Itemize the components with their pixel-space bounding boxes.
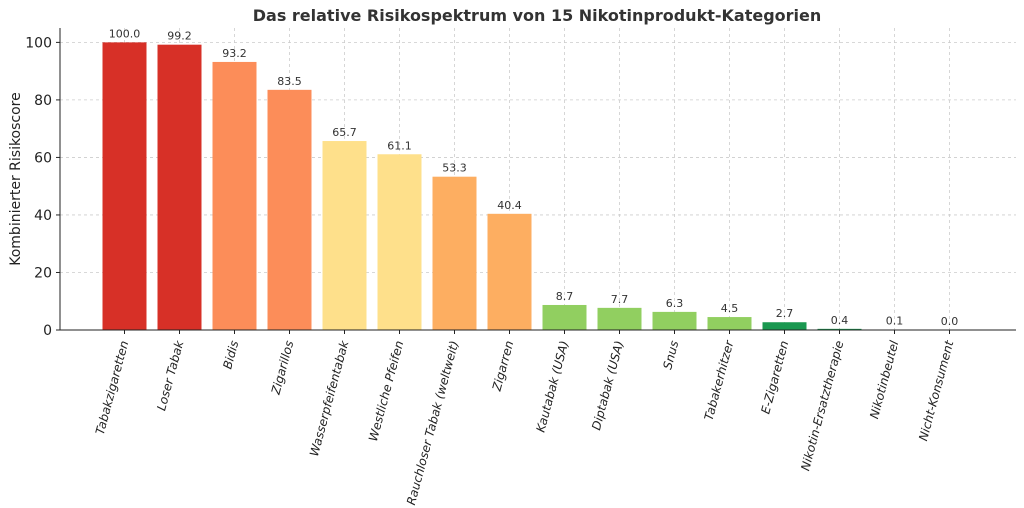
bars (102, 42, 917, 330)
y-tick-label: 100 (25, 35, 52, 51)
x-tick-label: E-Zigaretten (758, 339, 791, 415)
x-tick-label: Wasserpfeifentabak (307, 338, 352, 458)
data-label: 8.7 (556, 290, 574, 303)
bar (322, 141, 367, 330)
chart-title: Das relative Risikospektrum von 15 Nikot… (253, 6, 822, 25)
y-tick-label: 80 (34, 93, 52, 109)
data-label: 53.3 (442, 162, 467, 175)
data-labels: 100.0 99.2 93.2 83.5 65.7 61.1 53.3 40.4 8.7 7.7 6… (109, 27, 959, 328)
bar (542, 304, 587, 330)
data-label: 0.4 (831, 314, 849, 327)
bar (267, 89, 312, 330)
x-tick-label: Nicht-Konsument (916, 338, 957, 443)
x-tick-label: Kautabak (USA) (534, 339, 572, 434)
data-label: 0.0 (941, 315, 959, 328)
data-label: 100.0 (109, 27, 141, 40)
x-tick-label: Diptabak (USA) (589, 339, 626, 431)
y-axis-label: Kombinierter Risikoscore (8, 92, 24, 266)
bar (102, 42, 147, 330)
x-tick-label: Westliche Pfeifen (366, 339, 406, 443)
bar (377, 154, 422, 330)
data-label: 83.5 (277, 75, 302, 88)
bar (212, 61, 257, 330)
data-label: 4.5 (721, 302, 739, 315)
axes (59, 28, 1016, 331)
x-tick-label: Nikotinbeutel (867, 339, 901, 421)
data-label: 40.4 (497, 199, 522, 212)
bar (597, 307, 642, 330)
bar (157, 44, 202, 330)
data-label: 93.2 (222, 47, 247, 60)
data-label: 7.7 (611, 293, 629, 306)
data-label: 6.3 (666, 297, 684, 310)
y-ticks: 0 20 40 60 80 100 (25, 35, 60, 339)
y-tick-label: 20 (34, 265, 52, 281)
x-tick-label: Rauchloser Tabak (weltweit) (404, 339, 461, 506)
data-label: 65.7 (332, 126, 357, 139)
x-tick-label: Tabakerhitzer (702, 338, 737, 422)
x-tick-label: Zigarren (489, 339, 516, 393)
x-tick-label: Loser Tabak (154, 338, 186, 412)
data-label: 99.2 (167, 30, 192, 43)
grid (60, 28, 1016, 330)
x-tick-label: Zigarillos (268, 339, 296, 397)
data-label: 0.1 (886, 315, 904, 328)
x-tick-label: Nikotin-Ersatztherapie (798, 339, 846, 472)
x-tick-label: Tabakzigaretten (93, 339, 132, 436)
y-tick-label: 60 (34, 150, 52, 166)
y-tick-label: 0 (43, 323, 52, 339)
x-tick-label: Snus (660, 339, 681, 371)
data-label: 61.1 (387, 139, 412, 152)
bar (487, 213, 532, 330)
x-tick-label: Bidis (220, 339, 241, 370)
bar (762, 322, 807, 330)
bar (432, 176, 477, 330)
bar (652, 311, 697, 330)
data-label: 2.7 (776, 307, 794, 320)
y-tick-label: 40 (34, 208, 52, 224)
bar (707, 317, 752, 330)
x-ticks: Tabakzigaretten Loser Tabak Bidis Zigarillo… (93, 330, 957, 507)
bar (817, 328, 862, 330)
